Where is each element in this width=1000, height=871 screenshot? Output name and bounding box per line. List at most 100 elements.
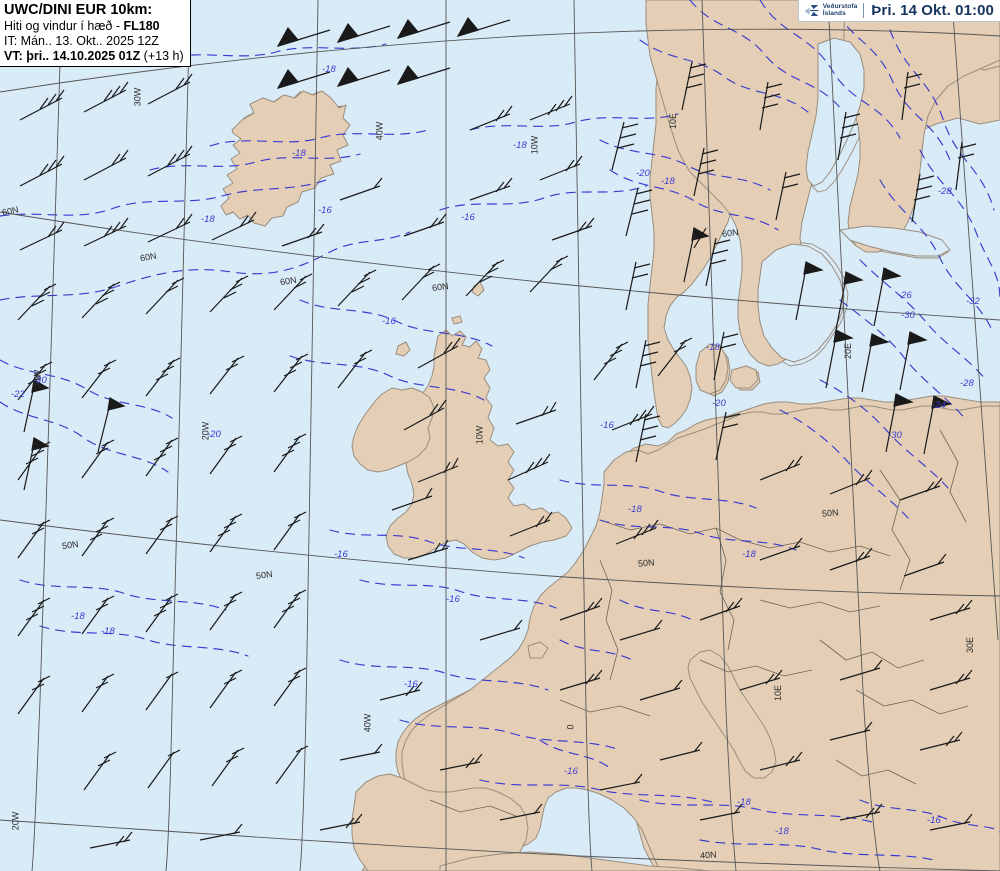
wind-barb — [693, 147, 719, 197]
isotherm-label: -18 — [322, 64, 336, 75]
wind-barb — [17, 519, 51, 559]
wind-barb — [775, 171, 801, 221]
isotherm-label: -18 — [292, 148, 306, 159]
coast-orkney — [451, 315, 463, 325]
wind-barb — [839, 803, 883, 821]
wind-barb — [635, 339, 661, 389]
wind-barb — [699, 597, 743, 621]
wind-barb — [835, 271, 864, 331]
isotherm-label: -20 — [636, 168, 650, 179]
wind-barb — [83, 217, 129, 247]
wind-barb — [81, 673, 115, 713]
wind-barb — [469, 177, 513, 201]
wind-barb — [499, 803, 543, 821]
wind-barb — [147, 213, 193, 243]
isotherm-label: -32 — [966, 296, 980, 307]
wind-barb — [509, 511, 553, 537]
wind-barb — [839, 659, 883, 681]
wind-barb — [829, 469, 873, 495]
chart-info-box: UWC/DINI EUR 10km: Hiti og vindur í hæð … — [0, 0, 191, 68]
isotherm-label: -26 — [898, 290, 912, 301]
wind-barb — [209, 513, 243, 553]
wind-barb — [539, 155, 583, 181]
wind-barb — [929, 813, 973, 831]
init-time-line: IT: Mán.. 13. Okt.. 2025 12Z — [4, 33, 159, 48]
isotherm-label: -16 — [461, 212, 475, 223]
coast-baltic-sea — [757, 243, 845, 363]
valid-offset: (+13 h) — [140, 48, 184, 63]
wind-barb — [456, 16, 511, 37]
wind-barb — [693, 227, 707, 249]
flight-level: FL180 — [123, 19, 160, 34]
isotherm-label: -16 — [564, 766, 578, 777]
wind-barb — [403, 213, 447, 237]
wind-barb — [337, 269, 377, 307]
logo-text: Veðurstofa Íslands — [823, 3, 858, 18]
wind-barb — [507, 453, 551, 481]
wind-barb — [337, 349, 373, 389]
wind-barb — [81, 439, 115, 479]
wind-barb — [19, 155, 65, 187]
wind-barb — [403, 399, 447, 431]
wind-barb — [17, 675, 51, 715]
wind-barb — [273, 273, 313, 311]
isotherm-label: -18 — [661, 176, 675, 187]
wind-barb — [276, 68, 331, 89]
wind-barb — [209, 669, 243, 709]
wind-barb — [657, 337, 693, 377]
wind-barb — [81, 359, 117, 399]
wind-barb — [759, 81, 783, 131]
coastlines-layer — [220, 0, 1000, 871]
wind-barb — [699, 803, 743, 821]
isotherm-label: -18 — [737, 797, 751, 808]
isotherm-label: -16 — [318, 205, 332, 216]
isotherm-label: -18 — [706, 342, 720, 353]
lon-label-30e: 30E — [965, 636, 976, 654]
wind-barb — [147, 73, 193, 105]
wind-barb — [23, 379, 50, 433]
lat-50n-arc — [0, 519, 1000, 597]
wind-barb — [19, 89, 65, 121]
wind-barb — [593, 341, 629, 381]
wind-barb — [145, 277, 185, 315]
valid-time-line: VT: þri.. 14.10.2025 01Z (+13 h) — [4, 49, 184, 64]
isotherm-label: -20 — [33, 375, 47, 386]
wind-barb — [759, 751, 803, 771]
wind-barb — [275, 745, 309, 785]
wind-barb — [619, 619, 663, 641]
wind-barb — [929, 599, 973, 621]
model-title: UWC/DINI EUR 10km — [4, 2, 148, 18]
wind-barb — [465, 259, 505, 297]
wind-barb — [145, 671, 179, 711]
wind-barb — [825, 329, 854, 389]
isotherm-label: -30 — [888, 430, 902, 441]
wind-barb — [83, 149, 129, 181]
lat-label-50n-d: 50N — [821, 507, 839, 519]
met-office-logo[interactable]: Veðurstofa Íslands — [803, 3, 865, 18]
wind-barb — [759, 455, 803, 481]
lon-label-40w-a: 40W — [374, 121, 385, 141]
wind-barb — [319, 813, 363, 831]
wind-barb — [336, 22, 391, 43]
isotherm-label: -16 — [404, 679, 418, 690]
coast-north-africa — [439, 851, 711, 871]
wind-barb — [145, 437, 179, 477]
wind-barb — [209, 435, 243, 475]
wind-barb — [273, 353, 309, 393]
wind-barb — [417, 337, 461, 369]
wind-barb — [659, 741, 703, 761]
valid-datetime-label: Þri. 14 Okt. 01:00 — [871, 2, 994, 19]
wind-barb — [625, 187, 653, 237]
wind-barb — [273, 511, 307, 551]
wind-barb — [559, 597, 603, 621]
wind-barb — [759, 537, 803, 561]
wind-barb — [281, 223, 325, 247]
wind-barb — [829, 721, 873, 741]
wind-barb — [209, 355, 245, 395]
lon-label-40w-b: 40W — [362, 713, 373, 733]
coast-continental-europe — [371, 405, 1000, 871]
lon-10w — [573, 0, 593, 871]
wind-barb — [715, 411, 741, 461]
